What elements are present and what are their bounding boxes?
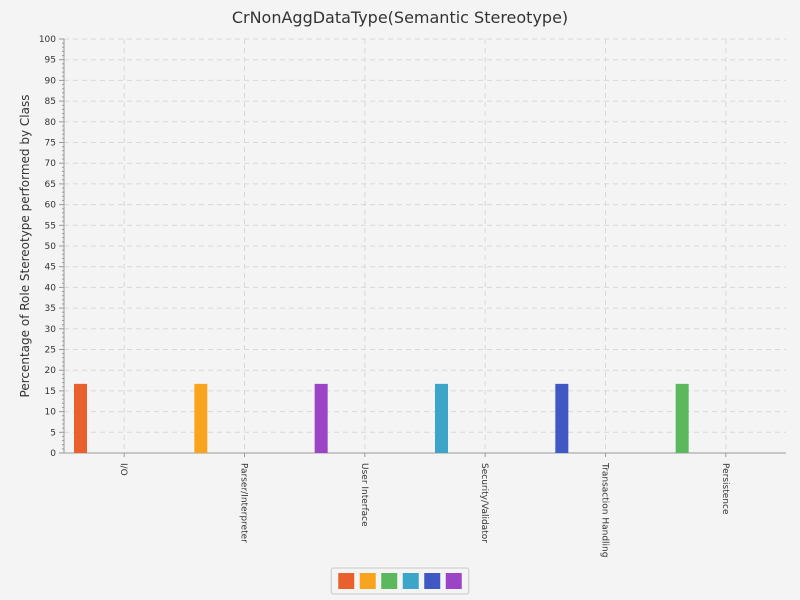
- y-tick-label: 25: [45, 346, 56, 356]
- y-tick-label: 85: [45, 97, 56, 107]
- bar-0: [74, 383, 87, 453]
- x-tick-label: Persistence: [720, 463, 730, 515]
- gridlines: [64, 38, 786, 453]
- y-tick-label: 65: [45, 180, 56, 190]
- y-tick-label: 80: [45, 118, 57, 128]
- y-tick-label: 55: [45, 221, 56, 231]
- legend: [330, 567, 470, 595]
- x-tick-label: I/O: [118, 463, 128, 476]
- legend-swatch: [424, 573, 441, 589]
- axes: 0 5 10 15 20 25 30 35 40 45 50 55 60 65 70 75 80 85 90 95 10…: [39, 35, 786, 459]
- x-tick-label: Transaction Handling: [600, 462, 610, 557]
- y-tick-label: 100: [39, 35, 56, 45]
- y-tick-label: 70: [45, 159, 57, 169]
- y-tick-label: 10: [45, 408, 57, 418]
- x-tick-label: Security/Validator: [479, 463, 489, 543]
- y-axis-title: Percentage of Role Stereotype performed …: [18, 95, 32, 398]
- legend-swatch: [359, 573, 376, 589]
- bar-4: [555, 383, 569, 453]
- legend-swatch: [402, 573, 419, 589]
- bar-2: [314, 383, 328, 453]
- y-tick-label: 75: [45, 139, 56, 149]
- bar-3: [435, 383, 448, 453]
- y-tick-label: 35: [45, 304, 56, 314]
- chart-title: CrNonAggDataType(Semantic Stereotype): [232, 8, 568, 27]
- y-tick-label: 15: [45, 387, 56, 397]
- y-tick-label: 30: [45, 325, 57, 335]
- y-tick-label: 95: [45, 56, 56, 66]
- category-labels: I/O Parser/Interpreter User Interface Secur…: [118, 462, 730, 557]
- y-tick-label: 0: [50, 449, 56, 459]
- legend-swatch: [445, 573, 462, 589]
- y-tick-label: 20: [45, 366, 57, 376]
- bar-1: [194, 383, 208, 453]
- x-tick-label: Parser/Interpreter: [239, 463, 249, 543]
- bars: [74, 383, 689, 453]
- y-tick-label: 50: [45, 242, 57, 252]
- y-tick-label: 40: [45, 283, 57, 293]
- bar-5: [675, 383, 689, 453]
- y-tick-label: 45: [45, 263, 56, 273]
- y-tick-label: 60: [45, 201, 57, 211]
- x-tick-label: User Interface: [359, 463, 369, 527]
- legend-swatch: [338, 573, 355, 589]
- legend-swatch: [381, 573, 398, 589]
- y-tick-label: 5: [50, 428, 56, 438]
- y-tick-label: 90: [45, 76, 57, 86]
